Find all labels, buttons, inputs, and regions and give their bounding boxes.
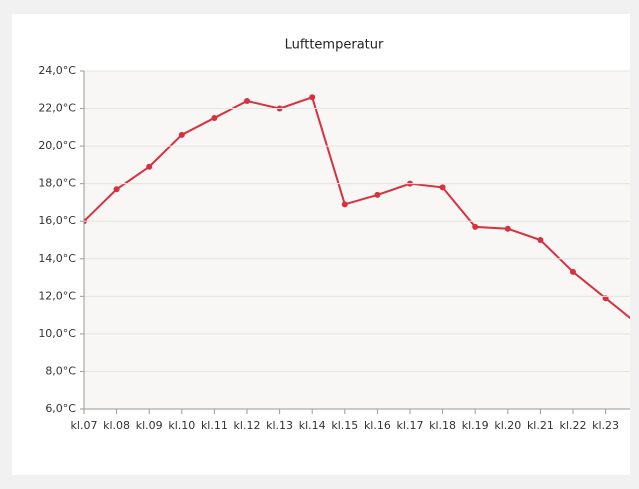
plot [84, 94, 639, 328]
y-tick-label: 6,0°C [45, 402, 76, 415]
plot-area [84, 71, 630, 409]
x-tick-label: kl.16 [364, 419, 391, 432]
x-tick-label: kl.22 [560, 419, 587, 432]
data-point [341, 201, 348, 208]
data-point [472, 223, 479, 230]
data-point [244, 98, 250, 105]
x-tick-label: kl.14 [299, 419, 326, 432]
x-tick-label: kl.20 [494, 419, 521, 432]
data-point [178, 131, 185, 138]
y-tick-label: 20,0°C [38, 139, 76, 152]
y-tick-label: 18,0°C [38, 177, 76, 190]
x-tick-label: kl.23 [592, 419, 619, 432]
x-tick-label: kl.09 [136, 419, 163, 432]
data-point [146, 163, 153, 170]
chart-title: Lufttemperatur [285, 38, 384, 53]
x-tick-label: kl.19 [462, 419, 489, 432]
y-tick-label: 12,0°C [38, 289, 76, 302]
data-point [113, 186, 120, 193]
series-line [84, 96, 630, 320]
x-tick-label: kl.17 [397, 419, 424, 432]
x-tick-label: kl.08 [103, 419, 130, 432]
x-tick-label: kl.10 [168, 419, 195, 432]
x-tick-label: kl.07 [71, 419, 98, 432]
data-point [374, 191, 381, 198]
y-tick-label: 8,0°C [45, 364, 76, 377]
data-point [537, 237, 544, 243]
data-point [211, 114, 218, 121]
x-tick-label: kl.12 [234, 419, 261, 432]
y-tick-label: 16,0°C [38, 214, 76, 227]
data-point [504, 225, 511, 232]
y-tick-label: 10,0°C [38, 327, 76, 340]
x-tick-label: kl.18 [429, 419, 456, 432]
x-tick-label: kl.11 [201, 419, 228, 432]
x-tick-label: kl.15 [331, 419, 358, 432]
data-point [635, 322, 639, 328]
data-point [570, 268, 576, 275]
x-tick-label: kl.21 [527, 419, 554, 432]
y-tick-label: 22,0°C [38, 102, 76, 115]
y-tick-label: 14,0°C [38, 252, 76, 265]
data-point [439, 184, 446, 191]
x-tick-label: kl.13 [266, 419, 293, 432]
data-point [309, 94, 316, 101]
y-tick-label: 24,0°C [38, 64, 76, 77]
